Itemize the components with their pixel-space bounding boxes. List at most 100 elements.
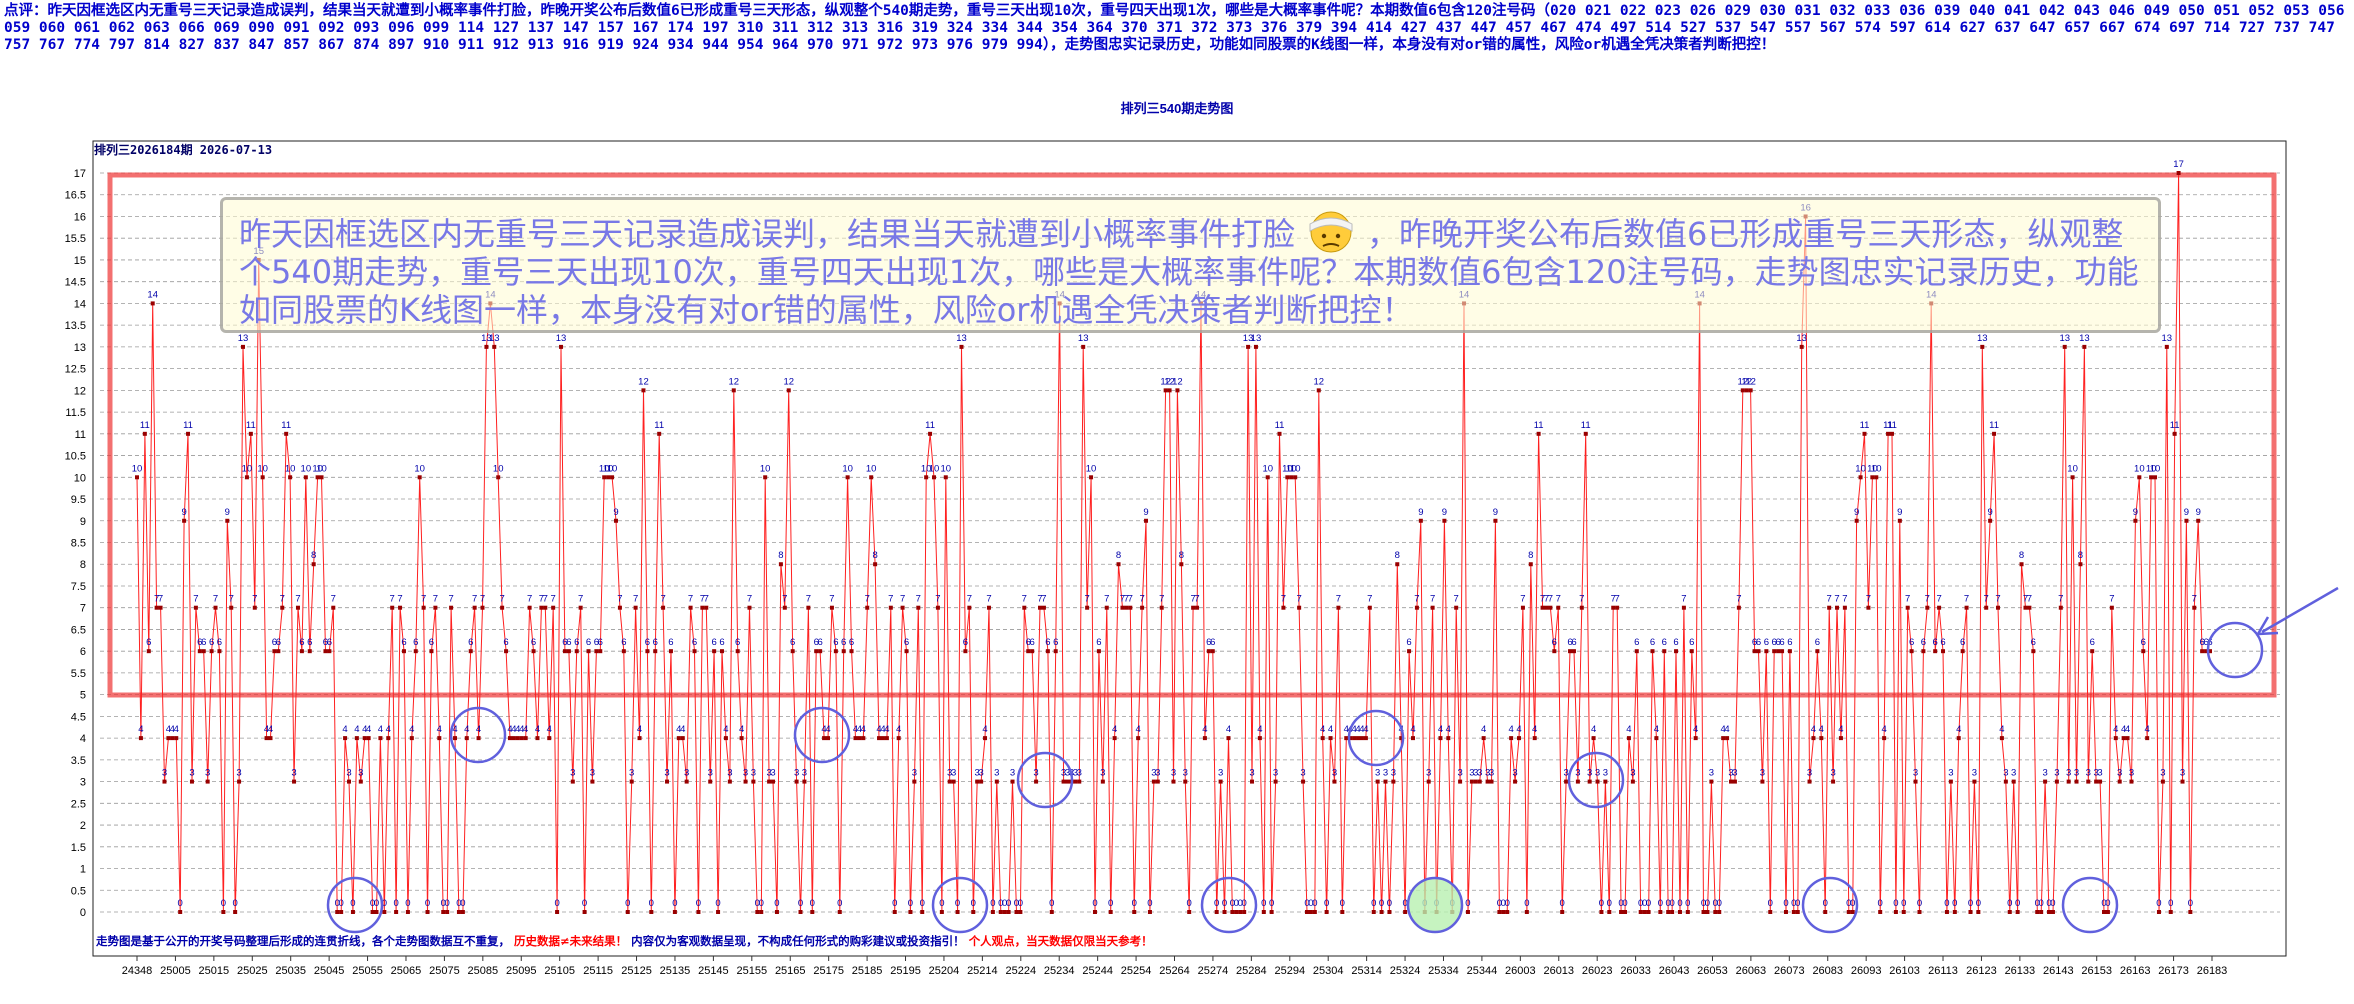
data-label: 0 — [1850, 898, 1855, 909]
y-tick-label: 14.5 — [65, 277, 86, 289]
data-point — [1006, 910, 1011, 914]
data-point — [1289, 475, 1294, 480]
data-label: 4 — [1359, 724, 1364, 735]
data-label: 3 — [975, 768, 980, 779]
data-point — [1827, 605, 1832, 610]
data-label: 11 — [1989, 420, 1999, 431]
data-label: 6 — [201, 637, 206, 648]
data-point — [1744, 388, 1749, 393]
data-point — [1564, 779, 1569, 784]
x-tick-label: 26063 — [1736, 965, 1767, 977]
data-label: 4 — [1481, 724, 1486, 735]
data-label: 4 — [637, 724, 642, 735]
data-label: 9 — [1493, 507, 1498, 518]
data-label: 3 — [751, 768, 756, 779]
data-point — [1002, 910, 1007, 914]
data-point — [492, 344, 497, 349]
data-point — [1155, 779, 1160, 784]
callout-text-before: 昨天因框选区内无重号三天记录造成误判，结果当天就遭到小概率事件打脸 — [239, 215, 1296, 253]
data-point — [1171, 779, 1176, 784]
data-point — [908, 910, 913, 914]
data-label: 0 — [1018, 898, 1023, 909]
data-point — [2050, 910, 2055, 914]
data-label: 0 — [715, 898, 720, 909]
data-label: 6 — [562, 637, 567, 648]
data-label: 4 — [982, 724, 987, 735]
data-point — [1913, 779, 1918, 784]
data-point — [1096, 649, 1101, 654]
data-label: 0 — [1878, 898, 1883, 909]
x-tick-label: 25125 — [621, 965, 652, 977]
data-label: 7 — [1964, 594, 1969, 605]
data-point — [971, 910, 976, 914]
y-tick-label: 11.5 — [65, 407, 86, 419]
data-label: 7 — [480, 594, 485, 605]
data-point — [1740, 388, 1745, 393]
highlight-circle — [1406, 876, 1464, 934]
annotation-circle — [793, 706, 851, 764]
x-tick-label: 25254 — [1121, 965, 1152, 977]
data-label: 0 — [370, 898, 375, 909]
data-point — [1591, 736, 1596, 741]
data-label: 3 — [1183, 768, 1188, 779]
data-label: 7 — [617, 594, 622, 605]
data-label: 6 — [645, 637, 650, 648]
data-label: 0 — [1147, 898, 1152, 909]
data-point — [696, 910, 701, 914]
data-label: 3 — [2042, 768, 2047, 779]
data-point — [2066, 779, 2071, 784]
data-label: 7 — [1520, 594, 1525, 605]
data-label: 6 — [841, 637, 846, 648]
data-point — [1921, 649, 1926, 654]
data-point — [2125, 736, 2130, 741]
data-label: 7 — [1190, 594, 1195, 605]
data-point — [2090, 649, 2095, 654]
data-point — [2074, 779, 2079, 784]
data-label: 0 — [1599, 898, 1604, 909]
data-label: 3 — [1587, 768, 1592, 779]
data-point — [1446, 736, 1451, 741]
data-label: 13 — [489, 333, 500, 344]
data-point — [1878, 910, 1883, 914]
data-label: 7 — [1120, 594, 1125, 605]
data-label: 6 — [1406, 637, 1411, 648]
data-label: 3 — [2097, 768, 2102, 779]
data-label: 4 — [507, 724, 512, 735]
data-label: 0 — [1242, 898, 1247, 909]
data-label: 7 — [1681, 594, 1686, 605]
data-label: 4 — [1999, 724, 2004, 735]
data-label: 7 — [1866, 594, 1871, 605]
data-point — [1246, 344, 1251, 349]
data-label: 10 — [921, 463, 932, 474]
data-label: 0 — [2105, 898, 2110, 909]
data-point — [1497, 910, 1502, 914]
data-point — [1277, 431, 1282, 436]
data-point — [2023, 605, 2028, 610]
data-point — [2192, 605, 2197, 610]
data-point — [1988, 518, 1993, 523]
data-point — [668, 649, 673, 654]
data-point — [1658, 910, 1663, 914]
data-point — [2137, 475, 2142, 480]
data-label: 6 — [963, 637, 968, 648]
data-label: 7 — [154, 594, 159, 605]
data-label: 3 — [2011, 768, 2016, 779]
x-axis-ticks: 24348 25005 25015 25025 25035 25045 25055 25065… — [122, 956, 2227, 977]
data-point — [888, 605, 893, 610]
data-point — [880, 736, 885, 741]
data-label: 6 — [1030, 637, 1035, 648]
data-label: 3 — [1061, 768, 1066, 779]
data-label: 3 — [2086, 768, 2091, 779]
data-label: 6 — [209, 637, 214, 648]
data-label: 0 — [1234, 898, 1239, 909]
data-label: 7 — [1615, 594, 1620, 605]
data-point — [1356, 736, 1361, 741]
data-label: 0 — [1638, 898, 1643, 909]
data-point — [1729, 779, 1734, 784]
data-label: 0 — [1501, 898, 1506, 909]
data-label: 0 — [1308, 898, 1313, 909]
data-point — [1081, 344, 1086, 349]
data-point — [1316, 388, 1321, 393]
data-label: 3 — [236, 768, 241, 779]
y-tick-label: 4 — [80, 733, 86, 745]
